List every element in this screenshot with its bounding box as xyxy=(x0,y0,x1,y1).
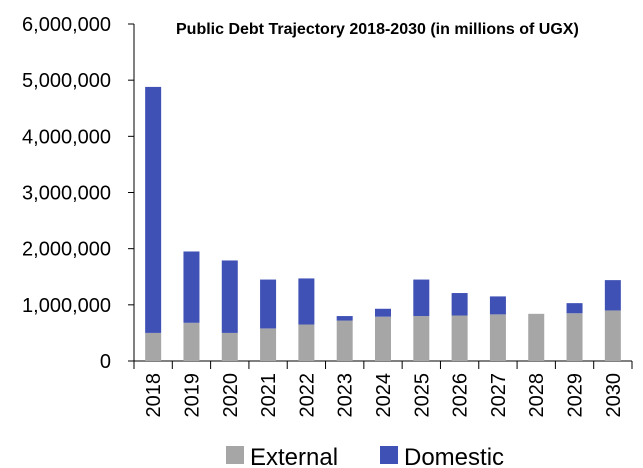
bar-external-2023 xyxy=(336,320,353,361)
bar-external-2024 xyxy=(375,316,391,361)
bar-domestic-2022 xyxy=(298,278,315,325)
x-tick-label: 2022 xyxy=(296,373,318,418)
y-tick-label: 1,000,000 xyxy=(22,295,111,317)
chart-title: Public Debt Trajectory 2018-2030 (in mil… xyxy=(176,21,579,38)
bar-domestic-2024 xyxy=(375,308,391,317)
x-tick-label: 2020 xyxy=(220,373,242,418)
bar-domestic-2029 xyxy=(566,303,583,314)
y-tick-label: 2,000,000 xyxy=(22,239,111,261)
bar-domestic-2020 xyxy=(221,260,238,333)
y-tick-label: 3,000,000 xyxy=(22,183,111,205)
x-tick-label: 2027 xyxy=(488,373,510,418)
y-tick-label: 4,000,000 xyxy=(22,126,111,148)
bar-external-2019 xyxy=(183,322,200,361)
x-tick-label: 2019 xyxy=(181,373,203,418)
bar-domestic-2027 xyxy=(489,296,506,315)
bar-domestic-2026 xyxy=(451,293,468,316)
bar-external-2018 xyxy=(145,332,162,361)
axes xyxy=(128,23,633,369)
bar-external-2022 xyxy=(298,324,315,361)
y-tick-label: 5,000,000 xyxy=(22,70,111,92)
legend-label-domestic: Domestic xyxy=(404,444,504,468)
x-tick-label: 2018 xyxy=(143,373,165,418)
legend: External Domestic xyxy=(226,444,504,468)
x-tick-label: 2030 xyxy=(603,373,625,418)
bar-external-2020 xyxy=(221,332,238,361)
bar-domestic-2021 xyxy=(260,279,277,329)
bar-domestic-2019 xyxy=(183,251,200,323)
x-tick-label: 2024 xyxy=(373,373,395,418)
bar-domestic-2030 xyxy=(604,280,621,311)
bar-external-2027 xyxy=(489,314,506,361)
x-tick-label: 2021 xyxy=(258,373,280,418)
legend-swatch-domestic xyxy=(380,446,398,464)
x-tick-label: 2028 xyxy=(526,373,548,418)
bar-domestic-2025 xyxy=(413,279,430,317)
bar-external-2021 xyxy=(260,328,277,361)
y-tick-labels: 0 1,000,000 2,000,000 3,000,000 4,000,000 5,0… xyxy=(22,14,111,373)
x-tick-labels: 2018 2019 2020 2021 2022 2023 2024 2025 2026 2027… xyxy=(143,373,625,418)
bar-external-2030 xyxy=(604,310,621,361)
legend-swatch-external xyxy=(226,446,244,464)
x-tick-label: 2025 xyxy=(411,373,433,418)
bars xyxy=(145,86,621,361)
x-tick-label: 2023 xyxy=(335,373,357,418)
y-tick-label: 0 xyxy=(100,351,111,373)
bar-domestic-2023 xyxy=(336,316,353,321)
bar-external-2028 xyxy=(528,313,545,361)
bar-external-2026 xyxy=(451,315,468,361)
bar-domestic-2018 xyxy=(145,86,162,333)
y-tick-label: 6,000,000 xyxy=(22,14,111,36)
bar-external-2025 xyxy=(413,316,430,361)
legend-label-external: External xyxy=(250,444,338,468)
bar-external-2029 xyxy=(566,313,583,361)
x-tick-label: 2029 xyxy=(565,373,587,418)
x-tick-label: 2026 xyxy=(450,373,472,418)
